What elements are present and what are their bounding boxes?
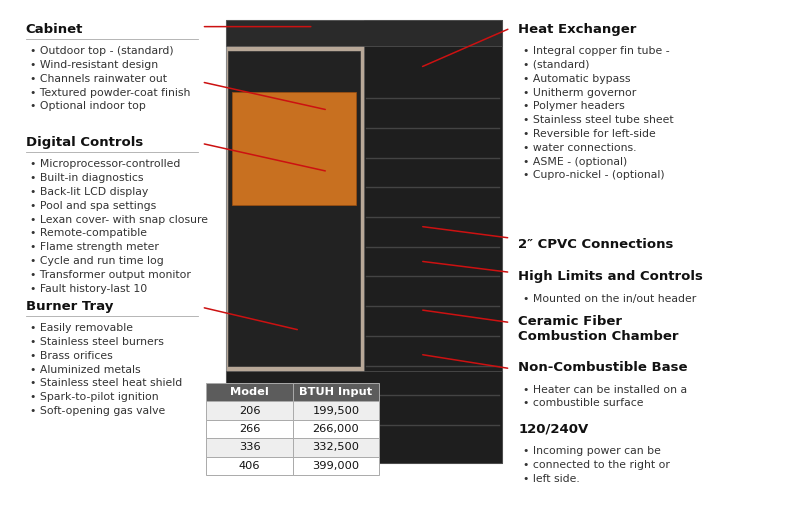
- Text: • combustible surface: • combustible surface: [523, 398, 644, 409]
- Bar: [293, 420, 379, 438]
- Bar: [293, 457, 379, 475]
- Text: • Soft-opening gas valve: • Soft-opening gas valve: [30, 406, 166, 416]
- Bar: [206, 457, 293, 475]
- Text: • Optional indoor top: • Optional indoor top: [30, 101, 146, 112]
- Text: • Spark-to-pilot ignition: • Spark-to-pilot ignition: [30, 392, 159, 402]
- Text: 336: 336: [238, 442, 261, 453]
- Text: • Stainless steel heat shield: • Stainless steel heat shield: [30, 378, 182, 389]
- Bar: [226, 20, 502, 463]
- Text: • Back-lit LCD display: • Back-lit LCD display: [30, 187, 149, 197]
- Text: 120/240V: 120/240V: [518, 422, 589, 435]
- Bar: [293, 438, 379, 457]
- Bar: [226, 20, 502, 46]
- Text: 2″ CPVC Connections: 2″ CPVC Connections: [518, 238, 674, 251]
- Text: • Stainless steel tube sheet: • Stainless steel tube sheet: [523, 115, 674, 125]
- Text: • Outdoor top - (standard): • Outdoor top - (standard): [30, 46, 174, 56]
- Text: Non-Combustible Base: Non-Combustible Base: [518, 361, 688, 374]
- Bar: [293, 401, 379, 420]
- Text: • Mounted on the in/out header: • Mounted on the in/out header: [523, 294, 697, 304]
- Text: • Remote-compatible: • Remote-compatible: [30, 228, 147, 239]
- Text: • Unitherm governor: • Unitherm governor: [523, 88, 637, 98]
- Text: • Cupro-nickel - (optional): • Cupro-nickel - (optional): [523, 170, 665, 181]
- Text: • Wind-resistant design: • Wind-resistant design: [30, 60, 158, 70]
- Bar: [364, 20, 502, 463]
- Text: • Integral copper fin tube -: • Integral copper fin tube -: [523, 46, 670, 56]
- Text: • Automatic bypass: • Automatic bypass: [523, 74, 630, 84]
- Text: • Polymer headers: • Polymer headers: [523, 101, 625, 112]
- Bar: [206, 420, 293, 438]
- Text: • Pool and spa settings: • Pool and spa settings: [30, 201, 157, 211]
- Bar: [206, 383, 293, 401]
- Bar: [293, 383, 379, 401]
- Text: Ceramic Fiber
Combustion Chamber: Ceramic Fiber Combustion Chamber: [518, 315, 679, 343]
- Text: High Limits and Controls: High Limits and Controls: [518, 270, 703, 283]
- Text: 332,500: 332,500: [313, 442, 359, 453]
- Text: Heat Exchanger: Heat Exchanger: [518, 23, 637, 35]
- Text: • ASME - (optional): • ASME - (optional): [523, 157, 627, 167]
- Text: • Channels rainwater out: • Channels rainwater out: [30, 74, 167, 84]
- Text: 206: 206: [239, 406, 260, 416]
- Text: Model: Model: [230, 387, 269, 397]
- Text: • Flame strength meter: • Flame strength meter: [30, 242, 159, 252]
- Text: • Heater can be installed on a: • Heater can be installed on a: [523, 385, 687, 395]
- Text: Cabinet: Cabinet: [26, 23, 83, 35]
- Text: • Fault history-last 10: • Fault history-last 10: [30, 284, 148, 294]
- Text: Digital Controls: Digital Controls: [26, 136, 143, 148]
- Text: • connected to the right or: • connected to the right or: [523, 460, 670, 470]
- Text: 399,000: 399,000: [313, 461, 359, 471]
- Text: • Aluminized metals: • Aluminized metals: [30, 365, 141, 375]
- Text: • (standard): • (standard): [523, 60, 590, 70]
- Text: • Transformer output monitor: • Transformer output monitor: [30, 270, 191, 280]
- Text: Burner Tray: Burner Tray: [26, 300, 113, 312]
- Text: • water connections.: • water connections.: [523, 143, 637, 153]
- Text: • Cycle and run time log: • Cycle and run time log: [30, 256, 164, 266]
- Text: 266,000: 266,000: [313, 424, 359, 434]
- Text: • Textured powder-coat finish: • Textured powder-coat finish: [30, 88, 190, 98]
- Bar: [226, 371, 502, 463]
- Bar: [228, 51, 360, 366]
- Text: BTUH Input: BTUH Input: [299, 387, 373, 397]
- Text: • Brass orifices: • Brass orifices: [30, 351, 113, 361]
- Text: • Reversible for left-side: • Reversible for left-side: [523, 129, 656, 139]
- Text: • left side.: • left side.: [523, 474, 580, 484]
- Bar: [206, 401, 293, 420]
- Text: • Easily removable: • Easily removable: [30, 323, 134, 333]
- Text: 199,500: 199,500: [313, 406, 359, 416]
- Text: • Microprocessor-controlled: • Microprocessor-controlled: [30, 159, 181, 169]
- Text: • Lexan cover- with snap closure: • Lexan cover- with snap closure: [30, 215, 208, 225]
- Text: 266: 266: [239, 424, 260, 434]
- Text: • Incoming power can be: • Incoming power can be: [523, 446, 661, 456]
- Text: • Stainless steel burners: • Stainless steel burners: [30, 337, 164, 347]
- Bar: [232, 92, 356, 205]
- Text: • Built-in diagnostics: • Built-in diagnostics: [30, 173, 144, 183]
- Bar: [206, 438, 293, 457]
- Text: 406: 406: [239, 461, 260, 471]
